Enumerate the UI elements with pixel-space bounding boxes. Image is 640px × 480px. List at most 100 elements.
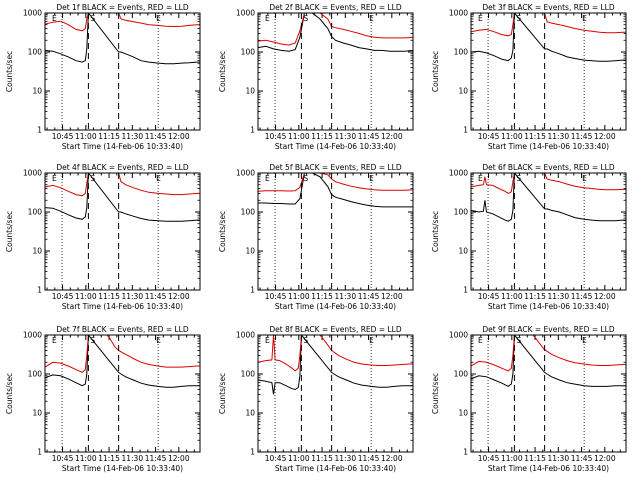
marker-letter: E	[478, 336, 483, 345]
x-tick-label: 11:00	[288, 292, 310, 301]
x-tick-label: 11:30	[334, 292, 356, 301]
y-tick-label: 10	[245, 409, 255, 418]
x-tick-label: 11:15	[524, 454, 546, 463]
detector-panel: Det 3f BLACK = Events, RED = LLD Counts/s…	[431, 3, 627, 151]
marker-letter: S	[90, 174, 95, 183]
x-tick-label: 11:15	[311, 292, 333, 301]
y-tick-label: 10	[32, 409, 42, 418]
series-lld-line	[471, 335, 626, 372]
plot-frame	[257, 172, 414, 291]
marker-letter: E	[582, 336, 587, 345]
plot-frame	[257, 334, 414, 453]
panel-title: Det 8f BLACK = Events, RED = LLD	[269, 325, 402, 334]
marker-letter: S	[516, 174, 521, 183]
x-tick-label: 10:45	[52, 454, 74, 463]
panel-data	[258, 335, 413, 395]
x-axis-label: Start Time (14-Feb-06 10:33:40)	[275, 302, 396, 311]
x-tick-label: 11:15	[524, 132, 546, 141]
y-tick-label: 10	[32, 247, 42, 256]
x-tick-label: 11:30	[547, 292, 569, 301]
x-tick-label: 11:15	[524, 292, 546, 301]
x-axis-label: Start Time (14-Feb-06 10:33:40)	[275, 464, 396, 473]
y-tick-label: 100	[241, 48, 256, 57]
marker-letter: E	[52, 174, 57, 183]
series-lld-line	[471, 13, 626, 37]
y-tick-label: 1000	[449, 9, 468, 18]
y-tick-label: 100	[28, 48, 43, 57]
plot-frame	[44, 334, 201, 453]
x-axis-label: Start Time (14-Feb-06 10:33:40)	[488, 464, 609, 473]
x-tick-label: 11:00	[501, 292, 523, 301]
marker-letter: E	[156, 14, 161, 23]
x-axis-label: Start Time (14-Feb-06 10:33:40)	[62, 302, 183, 311]
x-tick-label: 11:00	[501, 454, 523, 463]
x-tick-label: 12:00	[594, 132, 616, 141]
y-tick-label: 1000	[23, 169, 42, 178]
x-tick-label: 12:00	[168, 132, 190, 141]
panel-title: Det 1f BLACK = Events, RED = LLD	[56, 3, 189, 12]
panel-data	[471, 335, 626, 387]
y-tick-label: 1	[250, 448, 255, 457]
x-tick-label: 12:00	[381, 132, 403, 141]
y-tick-label: 100	[28, 208, 43, 217]
series-lld-line	[45, 173, 200, 197]
y-tick-label: 1000	[23, 331, 42, 340]
y-tick-label: 1	[37, 126, 42, 135]
y-tick-label: 1000	[449, 169, 468, 178]
marker-letter: S	[516, 14, 521, 23]
x-tick-label: 11:45	[358, 132, 380, 141]
x-tick-label: 11:15	[98, 454, 120, 463]
y-axis-label: Counts/sec	[5, 51, 14, 92]
marker-letter: E	[265, 14, 270, 23]
x-tick-label: 11:15	[311, 454, 333, 463]
x-tick-label: 11:45	[571, 132, 593, 141]
marker-letter: E	[369, 14, 374, 23]
y-axis-label: Counts/sec	[218, 373, 227, 414]
panel-title: Det 7f BLACK = Events, RED = LLD	[56, 325, 189, 334]
detector-panel: Det 8f BLACK = Events, RED = LLD Counts/s…	[218, 325, 414, 473]
x-axis-label: Start Time (14-Feb-06 10:33:40)	[275, 142, 396, 151]
y-axis-label: Counts/sec	[431, 51, 440, 92]
x-tick-label: 10:45	[52, 132, 74, 141]
panel-title: Det 3f BLACK = Events, RED = LLD	[482, 3, 615, 12]
marker-letter: E	[582, 174, 587, 183]
y-tick-label: 1	[463, 126, 468, 135]
series-events-line	[471, 335, 626, 387]
y-tick-label: 10	[458, 87, 468, 96]
x-axis-label: Start Time (14-Feb-06 10:33:40)	[488, 142, 609, 151]
marker-letter: S	[90, 336, 95, 345]
x-tick-label: 12:00	[168, 292, 190, 301]
x-tick-label: 11:45	[145, 132, 167, 141]
marker-letter: E	[156, 174, 161, 183]
marker-letter: S	[516, 336, 521, 345]
x-tick-label: 11:00	[75, 292, 97, 301]
y-axis-label: Counts/sec	[218, 51, 227, 92]
x-tick-label: 11:45	[571, 454, 593, 463]
marker-letter: E	[369, 174, 374, 183]
x-tick-label: 11:00	[288, 132, 310, 141]
detector-panel: Det 2f BLACK = Events, RED = LLD Counts/s…	[218, 3, 414, 151]
detector-panel: Det 4f BLACK = Events, RED = LLD Counts/s…	[5, 163, 201, 311]
x-tick-label: 12:00	[594, 292, 616, 301]
plot-frame	[44, 172, 201, 291]
x-tick-label: 11:30	[334, 454, 356, 463]
y-axis-label: Counts/sec	[431, 373, 440, 414]
x-tick-label: 10:45	[478, 454, 500, 463]
series-events-line	[45, 173, 200, 222]
series-events-line	[258, 335, 413, 395]
marker-letter: S	[303, 14, 308, 23]
x-tick-label: 11:45	[145, 292, 167, 301]
marker-letter: S	[90, 14, 95, 23]
series-events-line	[471, 13, 626, 62]
y-tick-label: 1	[37, 448, 42, 457]
y-axis-label: Counts/sec	[218, 211, 227, 252]
plot-frame	[470, 172, 627, 291]
y-axis-label: Counts/sec	[5, 373, 14, 414]
x-tick-label: 11:00	[501, 132, 523, 141]
x-tick-label: 11:45	[571, 292, 593, 301]
y-tick-label: 1	[250, 286, 255, 295]
x-tick-label: 11:15	[98, 132, 120, 141]
marker-letter: E	[156, 336, 161, 345]
marker-letter: E	[582, 14, 587, 23]
